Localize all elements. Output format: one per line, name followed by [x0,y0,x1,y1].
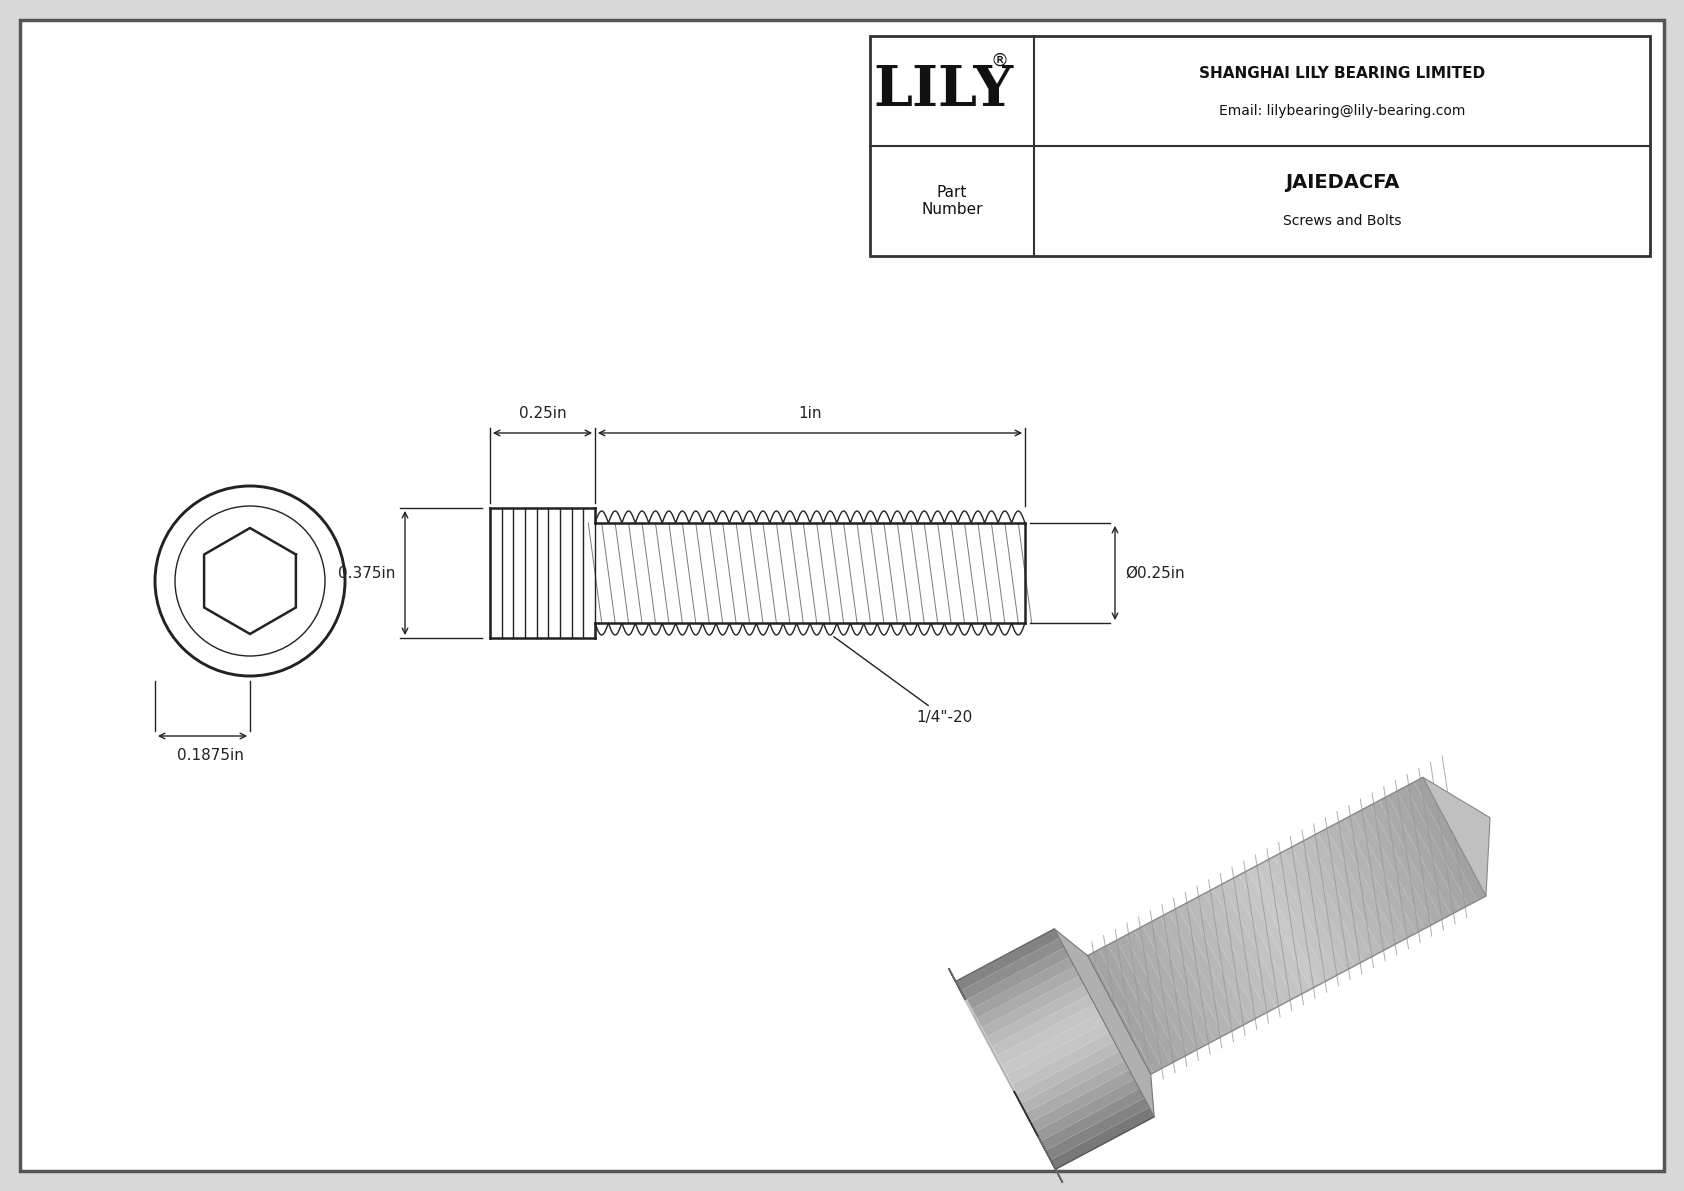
Polygon shape [1081,954,1154,1078]
Polygon shape [1204,888,1276,1012]
Bar [871,36,1650,256]
Text: JAIEDACFA: JAIEDACFA [1285,174,1399,193]
Polygon shape [1133,927,1206,1049]
Polygon shape [1371,800,1442,924]
Text: Email: lilybearing@lily-bearing.com: Email: lilybearing@lily-bearing.com [1219,104,1465,118]
Polygon shape [1352,810,1425,934]
Polygon shape [965,948,1069,1010]
Polygon shape [1015,1042,1120,1104]
Polygon shape [948,968,1063,1183]
Polygon shape [1125,931,1197,1054]
Polygon shape [1036,1079,1140,1141]
Polygon shape [1423,778,1490,896]
Text: 1in: 1in [798,406,822,420]
Polygon shape [1300,837,1372,961]
Polygon shape [1073,959,1145,1083]
Polygon shape [1108,940,1179,1064]
Text: 1/4"-20: 1/4"-20 [834,637,973,725]
Polygon shape [1152,917,1223,1040]
Polygon shape [1196,893,1266,1017]
Polygon shape [1362,805,1433,929]
Text: 0.375in: 0.375in [337,566,396,580]
Polygon shape [990,994,1095,1056]
Text: 0.25in: 0.25in [519,406,566,420]
Polygon shape [1160,912,1233,1036]
Polygon shape [1000,1014,1105,1075]
Polygon shape [1187,898,1258,1022]
Polygon shape [1026,1060,1130,1122]
Polygon shape [1041,1089,1143,1151]
Polygon shape [980,975,1084,1037]
Polygon shape [1054,929,1154,1117]
Polygon shape [1116,936,1189,1059]
Bar [871,36,1650,256]
Polygon shape [975,966,1079,1028]
Polygon shape [1415,778,1485,900]
Polygon shape [1275,852,1346,975]
Polygon shape [1212,885,1285,1008]
Polygon shape [1005,1023,1110,1085]
Text: Ø0.25in: Ø0.25in [1125,566,1184,580]
Polygon shape [1283,847,1354,971]
Polygon shape [970,958,1074,1019]
Polygon shape [1031,1070,1135,1131]
Polygon shape [995,1004,1100,1066]
Polygon shape [1344,815,1416,937]
Polygon shape [985,985,1090,1047]
Polygon shape [1256,861,1329,985]
Polygon shape [1221,880,1293,1003]
Text: LILY: LILY [874,63,1014,118]
Polygon shape [1388,791,1460,915]
Text: Screws and Bolts: Screws and Bolts [1283,214,1401,227]
Polygon shape [1319,829,1389,952]
Polygon shape [1090,949,1162,1073]
Polygon shape [1396,786,1468,910]
Polygon shape [1046,1098,1148,1160]
Text: Part
Number: Part Number [921,185,983,217]
Polygon shape [1292,842,1364,966]
Polygon shape [1051,1108,1154,1170]
Polygon shape [1100,944,1170,1068]
Polygon shape [1335,819,1408,942]
Polygon shape [1327,824,1398,947]
Polygon shape [1143,922,1214,1045]
Polygon shape [1177,903,1250,1027]
Text: ®: ® [990,52,1009,70]
Polygon shape [955,929,1059,991]
Polygon shape [1010,1033,1115,1095]
Polygon shape [1406,782,1477,905]
Text: 0.1875in: 0.1875in [177,748,244,763]
Polygon shape [1231,875,1302,998]
Text: SHANGHAI LILY BEARING LIMITED: SHANGHAI LILY BEARING LIMITED [1199,66,1485,81]
Polygon shape [1169,908,1241,1031]
Polygon shape [1239,871,1310,993]
Polygon shape [960,939,1064,1000]
Polygon shape [1265,856,1337,980]
Polygon shape [1379,796,1452,919]
Polygon shape [1308,834,1381,956]
Polygon shape [1021,1050,1125,1112]
Polygon shape [973,1015,1037,1136]
Polygon shape [1248,866,1320,989]
